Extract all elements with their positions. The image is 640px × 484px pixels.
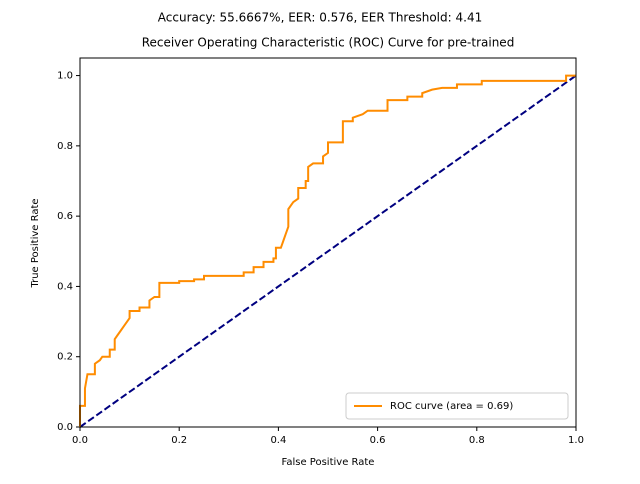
chart-subtitle: Receiver Operating Characteristic (ROC) …	[142, 36, 515, 50]
x-tick-label: 0.0	[72, 435, 88, 446]
legend: ROC curve (area = 0.69)	[345, 392, 569, 420]
y-tick-label: 0.0	[57, 422, 73, 433]
x-axis-label: False Positive Rate	[282, 457, 375, 468]
x-tick-label: 0.6	[370, 435, 386, 446]
chart-title: Accuracy: 55.6667%, EER: 0.576, EER Thre…	[158, 11, 482, 25]
y-tick-label: 0.4	[57, 281, 73, 292]
x-tick-label: 0.8	[469, 435, 485, 446]
legend-box	[345, 392, 569, 420]
x-tick-label: 0.2	[171, 435, 187, 446]
y-tick-label: 0.8	[57, 141, 73, 152]
y-axis-label: True Positive Rate	[30, 198, 41, 288]
x-tick-label: 0.4	[270, 435, 286, 446]
roc-line	[79, 74, 576, 427]
legend-label: ROC curve (area = 0.69)	[390, 401, 513, 412]
y-tick-label: 0.6	[57, 211, 73, 222]
reference-line	[79, 74, 577, 428]
y-tick-label: 0.2	[57, 352, 73, 363]
plot-frame	[79, 57, 577, 428]
y-tick-label: 1.0	[57, 71, 73, 82]
x-tick-label: 1.0	[568, 435, 584, 446]
